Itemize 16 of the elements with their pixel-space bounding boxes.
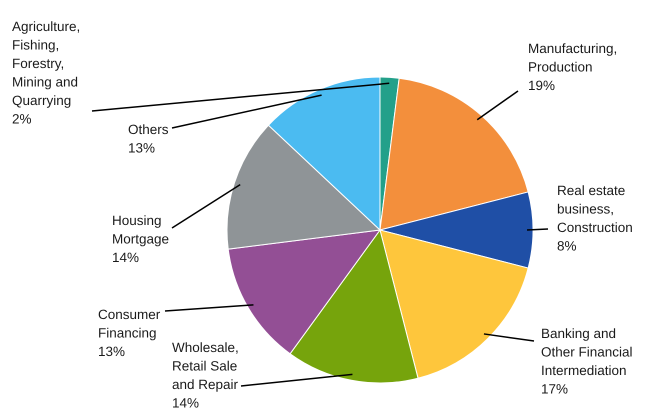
slice-label: Real estate business, Construction	[557, 183, 633, 235]
slice-label: Banking and Other Financial Intermediation	[541, 326, 633, 378]
data-label: 2%	[12, 112, 32, 126]
data-label: 13%	[128, 140, 156, 156]
data-label: 19%	[528, 78, 556, 93]
data-label: 13%	[98, 344, 126, 359]
slice-label: Housing Mortgage	[112, 213, 170, 246]
data-label: 17%	[541, 382, 568, 396]
slice-label: Others	[128, 122, 169, 137]
data-label: 14%	[172, 396, 200, 410]
slice-label: Manufacturing, Production	[528, 41, 618, 74]
slice-label: Agriculture, Fishing, Forestry, Mining and Quarrying	[12, 19, 80, 108]
slice-label: Wholesale, Retail Sale and Repair	[172, 340, 239, 392]
slice-label: Consumer Financing	[98, 307, 161, 340]
data-label: 14%	[112, 250, 140, 265]
data-label: 8%	[557, 238, 577, 254]
